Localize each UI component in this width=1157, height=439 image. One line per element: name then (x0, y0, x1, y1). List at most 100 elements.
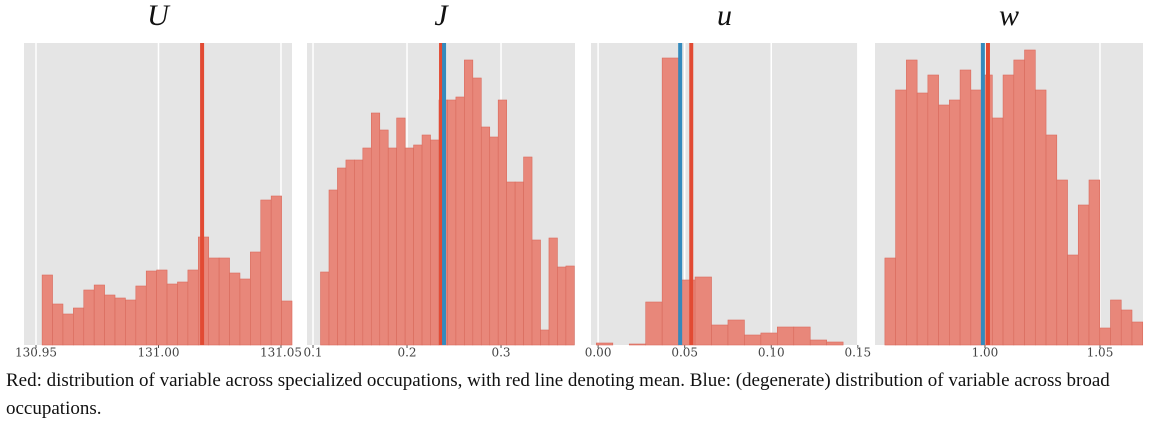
bar (661, 57, 679, 346)
bar (793, 326, 811, 346)
bar (62, 313, 74, 346)
bar (949, 99, 961, 346)
bar (523, 156, 533, 346)
bar (135, 285, 147, 346)
caption: Red: distribution of variable across spe… (6, 370, 1110, 419)
bar (489, 136, 499, 346)
x-tick-label: 0.05 (671, 346, 698, 360)
bar (83, 289, 95, 346)
bar (548, 237, 558, 346)
figure: U 130.95 131.00 131.05 J 0.1 0.2 0.3 u 0.00 0.05 0.… (15, 0, 1144, 360)
bar (218, 257, 230, 346)
bar (480, 126, 491, 346)
x-tick-label: 130.95 (15, 346, 57, 360)
bar (187, 269, 199, 346)
bar (1002, 74, 1015, 346)
bar (970, 89, 982, 346)
bar (208, 257, 220, 346)
bar (41, 274, 53, 346)
bar (104, 294, 116, 346)
panel-title: U (147, 0, 171, 32)
bar (472, 77, 482, 346)
bar (337, 167, 347, 346)
bar (229, 272, 241, 346)
bar (884, 257, 896, 346)
bar (1024, 49, 1036, 346)
bar (447, 99, 457, 346)
bar (497, 99, 507, 346)
bar (895, 89, 907, 346)
x-tick-label: 0.15 (844, 346, 871, 360)
bar (645, 301, 663, 346)
bar (260, 199, 272, 346)
bar (1110, 299, 1122, 346)
bar (404, 147, 414, 346)
x-tick-label: 131.05 (260, 346, 302, 360)
bar (760, 332, 778, 346)
bar (73, 307, 85, 346)
bar (1045, 134, 1058, 346)
bar (166, 283, 178, 346)
bar (430, 139, 440, 346)
bar (362, 147, 372, 346)
bar (93, 284, 105, 346)
bar (1088, 179, 1101, 346)
bar (1131, 321, 1144, 346)
bar (992, 117, 1004, 346)
bar (694, 276, 712, 346)
bar (744, 334, 762, 346)
bar (1120, 309, 1133, 346)
bar (596, 342, 614, 346)
panel-title: u (717, 0, 732, 32)
bar (270, 195, 282, 346)
bar (557, 266, 567, 346)
panel-title: J (434, 0, 449, 32)
bar (809, 339, 827, 346)
bar (114, 297, 126, 346)
bar (514, 181, 524, 346)
bar (959, 69, 972, 346)
x-tick-label: 0.10 (758, 346, 785, 360)
bar (177, 281, 189, 346)
bar (370, 112, 381, 346)
bar (455, 96, 465, 346)
bar (1034, 89, 1047, 346)
bar (52, 303, 64, 346)
bar (328, 189, 338, 346)
bar (145, 270, 157, 346)
x-tick-label: 0.3 (491, 346, 510, 360)
bar (938, 104, 950, 346)
x-tick-label: 0.00 (585, 346, 612, 360)
bar (464, 59, 474, 346)
bar (1099, 327, 1111, 346)
bar (413, 144, 423, 346)
bar (777, 326, 795, 346)
bar (540, 329, 550, 346)
x-tick-label: 0.1 (303, 346, 322, 360)
bar (354, 159, 364, 346)
bar (345, 159, 355, 346)
panel-background (591, 43, 858, 345)
x-tick-label: 0.2 (397, 346, 416, 360)
bar (320, 271, 330, 346)
bar (156, 269, 168, 346)
bar (826, 341, 844, 346)
bar (506, 181, 516, 346)
bar (1077, 204, 1090, 346)
bar (250, 251, 262, 346)
bar (927, 74, 939, 346)
bar (711, 324, 729, 346)
x-tick-label: 131.00 (137, 346, 179, 360)
bar (727, 319, 745, 346)
x-tick-label: 1.05 (1087, 346, 1114, 360)
panel-title: w (999, 0, 1019, 32)
bar (281, 300, 293, 346)
bar (396, 117, 406, 346)
bar (387, 147, 397, 346)
bar (628, 343, 647, 346)
bar (1056, 179, 1068, 346)
bar (531, 239, 541, 346)
bar (565, 265, 575, 346)
bar (379, 129, 389, 346)
